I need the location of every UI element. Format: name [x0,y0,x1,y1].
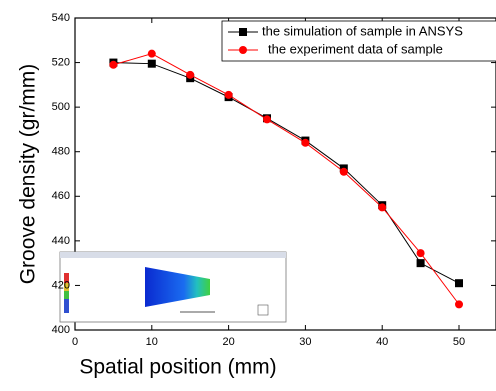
legend-marker [239,46,247,54]
y-axis-label: Groove density (gr/mm) [17,64,40,285]
x-tick-label: 30 [299,336,311,348]
x-tick-label: 40 [376,336,388,348]
point [263,115,271,123]
point [301,139,309,147]
inset-image [60,252,286,322]
x-tick-label: 20 [222,336,234,348]
point [455,279,463,287]
y-tick-label: 400 [52,324,70,336]
point [417,259,425,267]
point [225,91,233,99]
y-tick-label: 500 [52,101,70,113]
point [340,168,348,176]
point [186,71,194,79]
point [148,50,156,58]
point [109,61,117,69]
x-tick-label: 10 [146,336,158,348]
x-axis-label: Spatial position (mm) [79,356,276,379]
y-tick-label: 460 [52,190,70,202]
point [378,203,386,211]
y-tick-label: 540 [52,12,70,24]
point [455,300,463,308]
legend-marker [239,28,247,36]
y-tick-label: 420 [52,279,70,291]
chart: Spatial position (mm) Groove density (gr… [0,0,496,391]
point [148,60,156,68]
legend-label: the simulation of sample in ANSYS [262,23,463,38]
x-tick-label: 0 [72,336,78,348]
x-tick-label: 50 [453,336,465,348]
point [417,249,425,257]
legend-label: the experiment data of sample [268,41,443,56]
y-tick-label: 480 [52,146,70,158]
y-tick-label: 440 [52,235,70,247]
y-tick-label: 520 [52,56,70,68]
